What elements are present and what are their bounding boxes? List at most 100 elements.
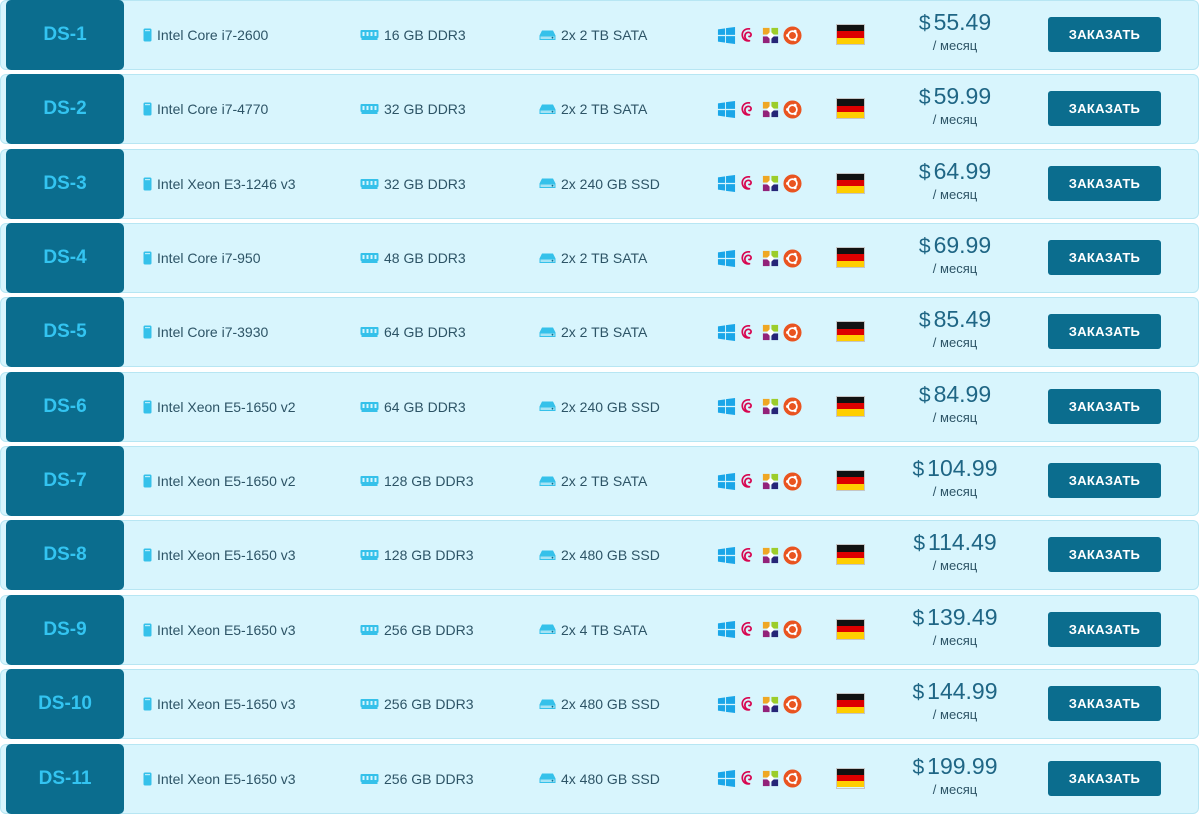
germany-flag-icon <box>836 247 865 269</box>
order-button[interactable]: ЗАКАЗАТЬ <box>1048 388 1161 424</box>
order-button[interactable]: ЗАКАЗАТЬ <box>1048 463 1161 499</box>
price-value: 85.49 <box>933 306 992 333</box>
price-value: 55.49 <box>933 9 992 35</box>
row-background <box>0 371 1199 442</box>
ubuntu-icon <box>783 695 802 714</box>
row-background <box>0 446 1199 517</box>
row-background <box>0 74 1199 145</box>
order-button[interactable]: ЗАКАЗАТЬ <box>1048 611 1161 647</box>
price-value: 104.99 <box>927 455 998 482</box>
os-icons <box>717 669 802 739</box>
germany-flag-icon <box>836 98 865 120</box>
server-row: DS-3 Intel Xeon E3-1246 v3 32 GB DDR3 2x… <box>0 148 1200 219</box>
disk-label: 2x 2 TB SATA <box>561 473 648 490</box>
ram-icon <box>360 104 379 115</box>
price-period: / месяц <box>932 781 978 797</box>
server-row: DS-5 Intel Core i7-3930 64 GB DDR3 2x 2 … <box>0 297 1200 368</box>
price-period: / месяц <box>932 632 978 648</box>
price-period: / месяц <box>932 409 978 425</box>
server-row: DS-8 Intel Xeon E5-1650 v3 128 GB DDR3 2… <box>0 520 1200 591</box>
price-block: $55.49 / месяц <box>900 0 1010 70</box>
cpu-label: Intel Xeon E5-1650 v2 <box>157 398 296 415</box>
price-period: / месяц <box>932 261 978 277</box>
disk-spec: 2x 2 TB SATA <box>539 446 647 516</box>
price-value: 64.99 <box>933 157 992 184</box>
server-name: DS-8 <box>6 520 124 591</box>
debian-icon <box>741 250 752 265</box>
ubuntu-icon <box>783 620 802 639</box>
server-name: DS-2 <box>6 74 124 145</box>
server-row: DS-1 Intel Core i7-2600 16 GB DDR3 2x 2 … <box>0 0 1200 70</box>
order-button[interactable]: ЗАКАЗАТЬ <box>1048 165 1161 201</box>
os-icons <box>717 372 802 442</box>
germany-flag-icon <box>836 24 865 45</box>
ram-label: 128 GB DDR3 <box>384 547 474 564</box>
cpu-label: Intel Xeon E5-1650 v3 <box>157 547 296 564</box>
disk-label: 2x 2 TB SATA <box>561 250 648 267</box>
os-icons <box>717 744 802 814</box>
ram-spec: 256 GB DDR3 <box>360 669 473 739</box>
os-icons <box>717 74 802 144</box>
order-button[interactable]: ЗАКАЗАТЬ <box>1048 240 1161 276</box>
cpu-icon <box>143 251 152 265</box>
cpu-spec: Intel Core i7-4770 <box>143 74 268 144</box>
disk-spec: 2x 2 TB SATA <box>539 0 647 70</box>
cpu-spec: Intel Core i7-3930 <box>143 297 268 367</box>
server-name: DS-1 <box>6 0 124 70</box>
disk-label: 2x 240 GB SSD <box>561 398 660 415</box>
currency-symbol: $ <box>912 458 925 482</box>
centos-icon <box>762 250 779 266</box>
order-button[interactable]: ЗАКАЗАТЬ <box>1048 314 1161 350</box>
price-amount: $84.99 <box>900 381 1010 409</box>
cpu-spec: Intel Xeon E5-1650 v3 <box>143 595 296 665</box>
server-row: DS-9 Intel Xeon E5-1650 v3 256 GB DDR3 2… <box>0 594 1200 665</box>
ram-spec: 48 GB DDR3 <box>360 223 466 293</box>
ram-icon <box>360 30 379 40</box>
row-background <box>0 297 1199 368</box>
price-value: 139.49 <box>927 603 998 630</box>
germany-flag-icon <box>836 395 865 417</box>
disk-spec: 2x 480 GB SSD <box>539 520 660 590</box>
cpu-label: Intel Xeon E5-1650 v3 <box>157 696 296 713</box>
order-button[interactable]: ЗАКАЗАТЬ <box>1048 91 1161 127</box>
cpu-spec: Intel Core i7-2600 <box>143 0 268 70</box>
ubuntu-icon <box>783 769 802 788</box>
order-button[interactable]: ЗАКАЗАТЬ <box>1048 686 1161 722</box>
server-row: DS-2 Intel Core i7-4770 32 GB DDR3 2x 2 … <box>0 74 1200 145</box>
price-value: 59.99 <box>933 83 992 110</box>
order-button[interactable]: ЗАКАЗАТЬ <box>1048 17 1161 52</box>
disk-label: 2x 4 TB SATA <box>561 621 648 638</box>
germany-flag-icon <box>836 618 865 640</box>
order-button[interactable]: ЗАКАЗАТЬ <box>1048 760 1161 796</box>
ram-icon <box>360 253 379 264</box>
ram-label: 256 GB DDR3 <box>384 770 474 787</box>
centos-icon <box>762 622 779 638</box>
os-icons <box>717 297 802 367</box>
ram-spec: 256 GB DDR3 <box>360 744 473 814</box>
centos-icon <box>762 696 779 712</box>
debian-icon <box>741 622 752 637</box>
disk-icon <box>539 104 556 114</box>
ubuntu-icon <box>783 323 802 342</box>
os-icons <box>717 223 802 293</box>
cpu-spec: Intel Xeon E5-1650 v2 <box>143 446 296 516</box>
cpu-icon <box>143 102 152 116</box>
cpu-spec: Intel Xeon E5-1650 v3 <box>143 744 296 814</box>
os-icons <box>717 595 802 665</box>
price-value: 199.99 <box>927 752 998 779</box>
currency-symbol: $ <box>913 532 926 556</box>
cpu-label: Intel Xeon E5-1650 v3 <box>157 770 296 787</box>
disk-spec: 2x 2 TB SATA <box>539 74 647 144</box>
row-background <box>0 223 1199 294</box>
cpu-spec: Intel Xeon E5-1650 v3 <box>143 669 296 739</box>
windows-icon <box>717 472 736 490</box>
order-button[interactable]: ЗАКАЗАТЬ <box>1048 537 1161 573</box>
disk-icon <box>539 773 556 783</box>
disk-icon <box>539 624 556 635</box>
centos-icon <box>762 399 779 415</box>
row-background <box>0 743 1199 814</box>
currency-symbol: $ <box>918 160 931 184</box>
disk-label: 2x 2 TB SATA <box>561 324 648 341</box>
ubuntu-icon <box>783 25 802 45</box>
